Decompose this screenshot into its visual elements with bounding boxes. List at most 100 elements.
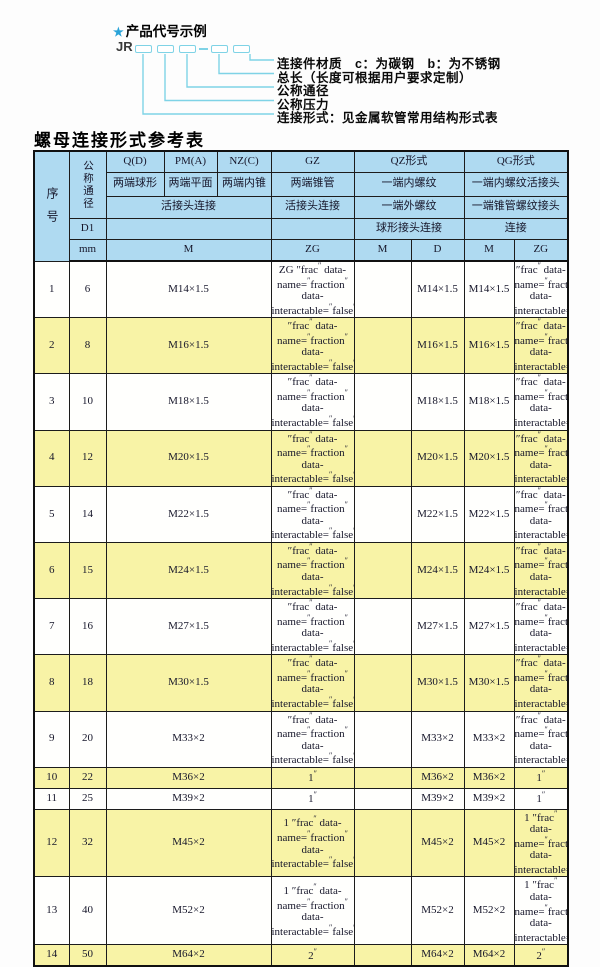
- inch-mark: ″: [309, 542, 313, 551]
- col-header-qz: QZ形式: [353, 150, 465, 173]
- cell-gz: 1 ″frac″ data-name=″fraction″ data-inter…: [270, 876, 355, 946]
- inch-mark: ″: [307, 331, 311, 341]
- table-row: 11 25 M39×2 1″ M39×2 M39×2 1″: [33, 787, 569, 810]
- table-row: 13 40 M52×2 1 ″frac″ data-name=″fraction″ d…: [33, 876, 569, 946]
- cell-qz-d: M52×2: [410, 876, 465, 946]
- code-label-pressure: 公称压力: [277, 97, 330, 112]
- cell-gz: ″frac″ data-name=″fraction″ data-interac…: [270, 373, 355, 431]
- code-prefix: JR: [116, 39, 133, 54]
- inch-mark: ″: [544, 668, 548, 678]
- cell-qg-m: M52×2: [463, 876, 515, 946]
- cell-gz: ″frac″ data-name=″fraction″ data-interac…: [270, 541, 355, 600]
- cell-qg-zg: ″frac″ data-name=″fraction″ data-interac…: [513, 485, 569, 543]
- cell-qg-m: M27×1.5: [463, 598, 515, 656]
- cell-dn: 6: [68, 260, 107, 319]
- cell-qz-d: M18×1.5: [410, 373, 465, 431]
- table-row: 5 14 M22×1.5 ″frac″ data-name=″fraction″ da…: [33, 485, 569, 543]
- cell-seq: 3: [33, 373, 70, 431]
- cell-qg-m: M22×1.5: [463, 485, 515, 543]
- inch-mark: ″: [537, 373, 541, 383]
- table-row: 10 22 M36×2 1″ M36×2 M36×2 1″: [33, 766, 569, 789]
- desc-pma: 两端平面: [163, 171, 218, 197]
- cell-seq: 4: [33, 429, 70, 487]
- product-code-diagram: ★ 产品代号示例 JR 连接件材质 c：为碳钢 b：为不锈钢 总长（长度可根据用户…: [0, 0, 600, 130]
- cell-m: M22×1.5: [105, 485, 272, 543]
- cell-qz-m: [353, 944, 412, 967]
- cell-qg-m: M14×1.5: [463, 260, 515, 319]
- cell-seq: 8: [33, 654, 70, 712]
- cell-qg-m: M20×1.5: [463, 429, 515, 487]
- cell-m: M33×2: [105, 710, 272, 768]
- table-row: 3 10 M18×1.5 ″frac″ data-name=″fraction″ da…: [33, 373, 569, 431]
- code-box: [179, 45, 196, 53]
- inch-mark: ″: [544, 444, 548, 454]
- cell-seq: 2: [33, 317, 70, 375]
- inch-mark: ″: [537, 711, 541, 720]
- inch-mark: ″: [307, 275, 311, 285]
- cell-qz-d: M24×1.5: [410, 541, 465, 600]
- inch-mark: ″: [296, 264, 301, 276]
- cell-qg-zg: 2″: [513, 944, 569, 967]
- cell-qz-m: [353, 710, 412, 768]
- inch-mark: ″: [344, 331, 348, 341]
- inch-mark: ″: [515, 376, 521, 389]
- inch-mark: ″: [541, 769, 546, 779]
- cell-m: M24×1.5: [105, 541, 272, 600]
- cell-qz-d: M36×2: [410, 766, 465, 789]
- conn-qg: 一端锥管螺纹接头: [463, 195, 569, 219]
- inch-mark: ″: [291, 885, 297, 898]
- cell-qg-zg: 1″: [513, 787, 569, 810]
- cell-qg-zg: ″frac″ data-name=″fraction″ data-interac…: [513, 317, 569, 375]
- table-body: 1 6 M14×1.5 ZG ″frac″ data-name=″fraction″ …: [33, 260, 569, 967]
- table-row: 9 20 M33×2 ″frac″ data-name=″fraction″ data…: [33, 710, 569, 768]
- inch-mark: ″: [287, 544, 293, 557]
- inch-mark: ″: [329, 414, 333, 424]
- inch-mark: ″: [307, 500, 311, 510]
- table-row: 14 50 M64×2 2″ M64×2 M64×2 2″: [33, 944, 569, 967]
- code-label-diameter: 公称通径: [277, 84, 330, 98]
- desc-gz: 两端锥管: [270, 171, 355, 197]
- code-box: [157, 45, 174, 53]
- cell-qg-zg: ″frac″ data-name=″fraction″ data-interac…: [513, 710, 569, 768]
- inch-mark: ″: [541, 790, 546, 800]
- table-row: 8 18 M30×1.5 ″frac″ data-name=″fraction″ da…: [33, 654, 569, 712]
- inch-mark: ″: [515, 544, 521, 557]
- code-box: [233, 45, 250, 53]
- cell-gz: 1 ″frac″ data-name=″fraction″ data-inter…: [270, 808, 355, 878]
- cell-qz-m: [353, 787, 412, 810]
- cell-qz-d: M45×2: [410, 808, 465, 878]
- unit-mm: mm: [68, 238, 107, 262]
- cell-m: M16×1.5: [105, 317, 272, 375]
- desc-qz: 一端内螺纹: [353, 171, 465, 197]
- header-row-2: 两端球形 两端平面 两端内锥 两端锥管 一端内螺纹 一端内螺纹活接头: [34, 171, 569, 197]
- unit-m-main: M: [105, 238, 272, 262]
- table-row: 7 16 M27×1.5 ″frac″ data-name=″fraction″ da…: [33, 598, 569, 656]
- table-row: 12 32 M45×2 1 ″frac″ data-name=″fraction″ d…: [33, 808, 569, 878]
- cell-qg-m: M18×1.5: [463, 373, 515, 431]
- cell-dn: 15: [68, 541, 107, 600]
- inch-mark: ″: [544, 834, 548, 844]
- cell-gz: ZG ″frac″ data-name=″fraction″ data-inte…: [270, 260, 355, 319]
- cell-qz-m: [353, 876, 412, 946]
- inch-mark: ″: [515, 264, 521, 276]
- inch-mark: ″: [544, 500, 548, 510]
- cell-qz-m: [353, 317, 412, 375]
- unit-d-qz: D: [410, 238, 465, 262]
- cell-qg-m: M45×2: [463, 808, 515, 878]
- cell-seq: 9: [33, 710, 70, 768]
- inch-mark: ″: [287, 320, 293, 333]
- inch-mark: ″: [313, 769, 317, 779]
- inch-mark: ″: [329, 638, 333, 648]
- connector-lines: [142, 54, 274, 115]
- inch-mark: ″: [307, 444, 311, 454]
- cell-qz-m: [353, 260, 412, 319]
- col-header-seq-text: 序号: [45, 187, 60, 234]
- cell-m: M30×1.5: [105, 654, 272, 712]
- inch-mark: ″: [313, 882, 317, 892]
- inch-mark: ″: [537, 598, 541, 608]
- cell-qz-d: M16×1.5: [410, 317, 465, 375]
- col-header-qd: Q(D): [105, 150, 165, 173]
- cell-dn: 50: [68, 944, 107, 967]
- inch-mark: ″: [515, 320, 521, 333]
- cell-qg-m: M24×1.5: [463, 541, 515, 600]
